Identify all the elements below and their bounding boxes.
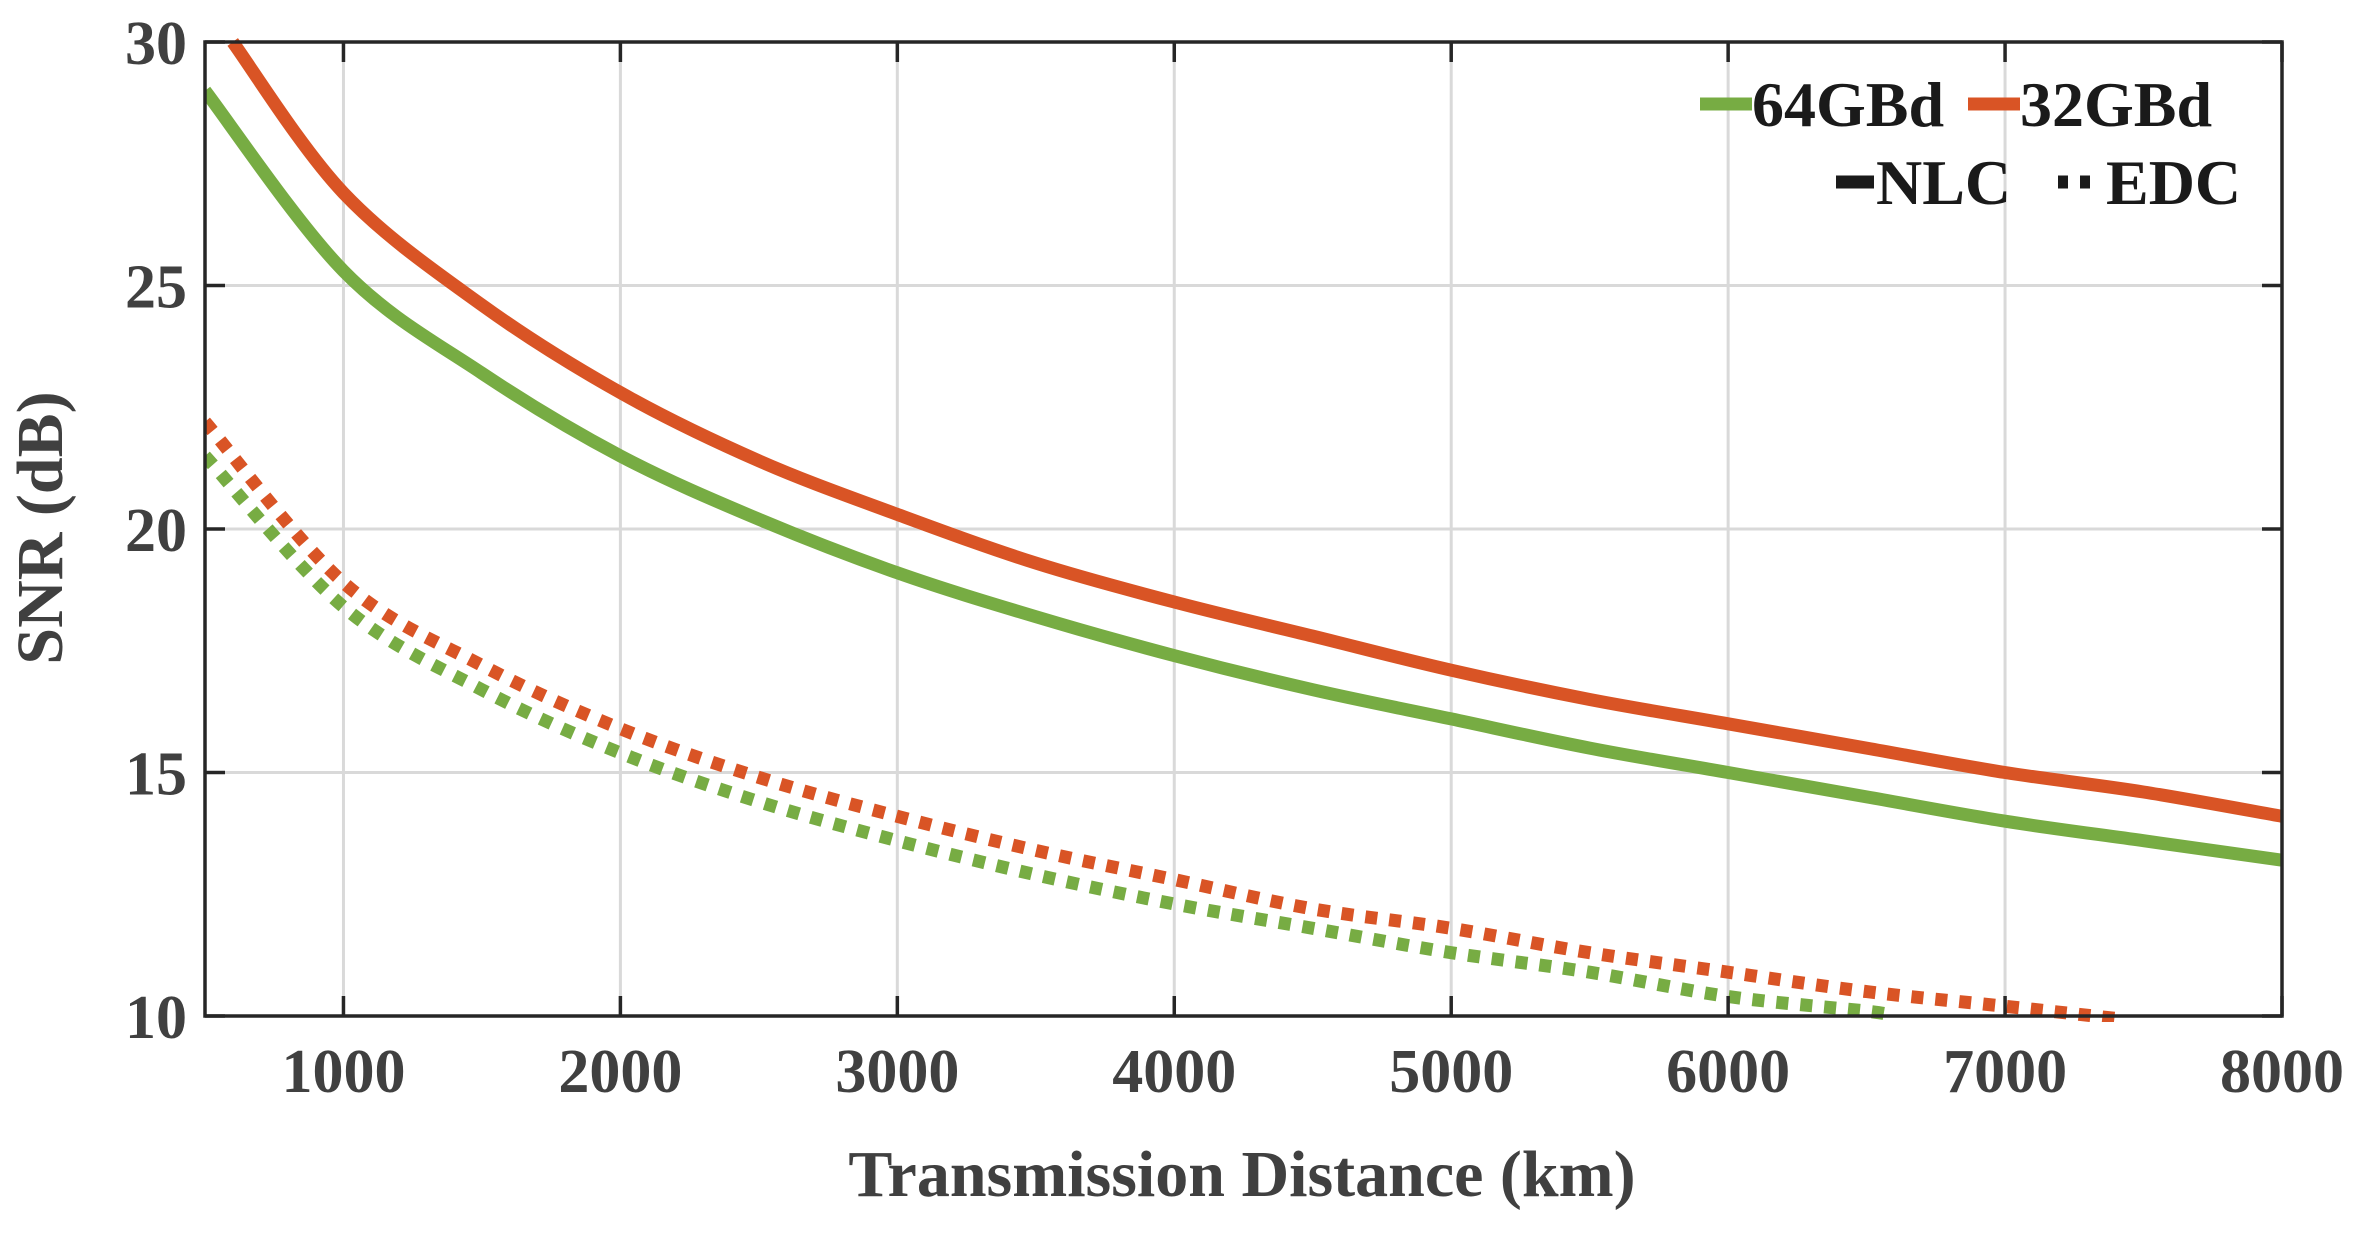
x-tick-label: 7000 (1943, 1038, 2067, 1106)
axis-ticks (205, 40, 2284, 1018)
y-tick-labels: 10 15 20 25 30 (125, 10, 187, 1052)
x-tick-label: 6000 (1666, 1038, 1790, 1106)
legend-label-64gbd: 64GBd (1752, 69, 1944, 140)
y-tick-label: 30 (125, 10, 187, 78)
legend-label-edc: EDC (2106, 147, 2241, 218)
x-tick-label: 1000 (281, 1038, 405, 1106)
legend: 64GBd 32GBd NLC EDC (1700, 69, 2241, 218)
x-tick-labels: 1000 2000 3000 4000 5000 6000 7000 8000 (281, 1038, 2344, 1106)
x-tick-label: 5000 (1389, 1038, 1513, 1106)
data-series (205, 38, 2282, 1022)
y-axis-title: SNR (dB) (4, 391, 77, 664)
legend-label-32gbd: 32GBd (2020, 69, 2212, 140)
series-line-64gbd-nlc (205, 86, 2282, 867)
legend-label-nlc: NLC (1876, 147, 2011, 218)
series-line-32gbd-edc (205, 417, 2117, 1022)
series-line-32gbd-nlc (227, 38, 2282, 823)
y-tick-label: 15 (125, 741, 187, 809)
x-tick-label: 4000 (1112, 1038, 1236, 1106)
x-tick-label: 8000 (2220, 1038, 2344, 1106)
x-tick-label: 3000 (835, 1038, 959, 1106)
y-tick-label: 25 (125, 254, 187, 322)
y-tick-label: 20 (125, 497, 187, 565)
x-axis-title: Transmission Distance (km) (848, 1138, 1635, 1211)
x-tick-label: 2000 (558, 1038, 682, 1106)
series-line-64gbd-edc (205, 451, 1896, 1022)
y-tick-label: 10 (125, 984, 187, 1052)
